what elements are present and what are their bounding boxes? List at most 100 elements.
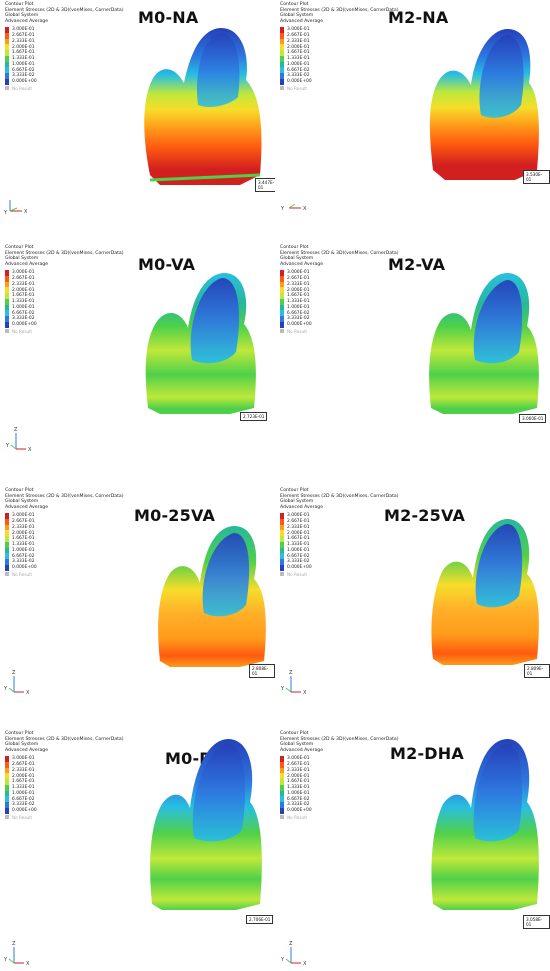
legend-row: 1.667E-01	[280, 293, 312, 299]
no-result-swatch	[5, 815, 9, 819]
legend-swatch	[280, 541, 284, 548]
legend-swatch	[280, 44, 284, 50]
legend-value: 2.667E-01	[287, 33, 310, 39]
legend-row: 2.333E-01	[5, 38, 37, 45]
svg-text:Y: Y	[3, 210, 8, 216]
legend-swatch	[5, 773, 9, 779]
svg-text:X: X	[303, 206, 307, 212]
legend-value: 2.333E-01	[287, 767, 310, 773]
legend-value: 1.333E-01	[287, 542, 310, 548]
legend-value: 2.000E-01	[287, 44, 310, 50]
legend-value: 3.000E-01	[12, 513, 35, 519]
legend-row: 1.000E-01	[5, 547, 37, 554]
legend-row: 3.333E-02	[5, 559, 37, 565]
legend-swatch	[280, 564, 284, 571]
legend-value: 1.000E-01	[287, 790, 310, 796]
legend-row: 2.000E-01	[5, 44, 37, 50]
legend-value: 2.000E-01	[12, 44, 35, 50]
legend-row: 2.000E-01	[280, 287, 312, 293]
no-result-swatch	[280, 815, 284, 819]
legend-value: 1.000E-01	[287, 304, 310, 310]
legend-swatch	[280, 524, 284, 531]
legend-swatch	[5, 50, 9, 56]
legend-value: 1.000E-01	[12, 304, 35, 310]
legend-value: 0.000E+00	[287, 565, 312, 571]
legend-row: 1.667E-01	[280, 779, 312, 785]
legend-row: 1.667E-01	[280, 50, 312, 56]
legend-row: 0.000E+00	[280, 807, 312, 814]
panel-m0-dha: Contour Plot Element Stresses (2D & 3D)(…	[0, 729, 275, 971]
legend-value: 3.000E-01	[287, 27, 310, 33]
no-result-swatch	[280, 572, 284, 576]
legend-swatch	[5, 807, 9, 814]
legend-value: 6.667E-02	[287, 553, 310, 559]
panel-title: M2-25VA	[384, 506, 466, 525]
stress-legend: 3.000E-01 2.667E-01 2.333E-01 2.000E-01 1.66…	[5, 513, 37, 577]
legend-swatch	[280, 530, 284, 536]
stress-legend: 3.000E-01 2.667E-01 2.333E-01 2.000E-01 1.66…	[5, 270, 37, 334]
stress-legend: 3.000E-01 2.667E-01 2.333E-01 2.000E-01 1.66…	[5, 27, 37, 91]
panel-m0-va: Contour Plot Element Stresses (2D & 3D)(…	[0, 243, 275, 485]
legend-row: 2.333E-01	[280, 281, 312, 288]
legend-value: 3.333E-02	[287, 559, 310, 565]
svg-text:Y: Y	[280, 957, 285, 963]
no-result-swatch	[5, 329, 9, 333]
panel-title: M2-DHA	[390, 744, 464, 763]
legend-row: 2.667E-01	[280, 518, 312, 525]
legend-swatch	[5, 541, 9, 548]
legend-row: 2.667E-01	[280, 275, 312, 282]
legend-swatch	[5, 78, 9, 85]
legend-swatch	[280, 270, 284, 276]
legend-swatch	[5, 27, 9, 33]
max-stress-label: 2.809E-01	[524, 664, 550, 678]
no-result-label: No Result	[287, 328, 307, 334]
legend-no-result: No Result	[280, 815, 312, 820]
max-stress-label: 3.058E-01	[523, 915, 550, 929]
legend-value: 3.333E-02	[12, 73, 35, 79]
legend-value: 2.333E-01	[12, 38, 35, 44]
legend-swatch	[5, 536, 9, 542]
legend-value: 2.667E-01	[12, 276, 35, 282]
legend-swatch	[5, 767, 9, 774]
legend-row: 3.000E-01	[280, 27, 312, 33]
legend-row: 1.333E-01	[5, 784, 37, 791]
legend-swatch	[280, 321, 284, 328]
legend-row: 2.667E-01	[5, 761, 37, 768]
legend-row: 2.667E-01	[5, 32, 37, 39]
legend-swatch	[280, 518, 284, 525]
tooth-model	[145, 273, 256, 414]
svg-text:Z: Z	[289, 941, 293, 947]
legend-value: 2.667E-01	[287, 276, 310, 282]
legend-swatch	[280, 773, 284, 779]
legend-no-result: No Result	[5, 86, 37, 91]
no-result-swatch	[5, 572, 9, 576]
legend-value: 6.667E-02	[12, 796, 35, 802]
legend-swatch	[5, 73, 9, 79]
legend-value: 1.667E-01	[12, 536, 35, 542]
legend-row: 6.667E-02	[280, 67, 312, 73]
svg-text:X: X	[28, 447, 32, 453]
legend-row: 2.000E-01	[280, 773, 312, 779]
legend-row: 2.000E-01	[5, 530, 37, 536]
svg-text:Z: Z	[289, 670, 293, 676]
legend-value: 2.000E-01	[12, 530, 35, 536]
max-stress-label: 3.447E-01	[255, 178, 275, 192]
legend-value: 2.667E-01	[12, 33, 35, 39]
legend-row: 1.333E-01	[280, 298, 312, 305]
axis-triad: Z X Y	[3, 941, 30, 967]
legend-swatch	[5, 564, 9, 571]
legend-row: 2.333E-01	[280, 767, 312, 774]
legend-swatch	[280, 559, 284, 565]
legend-row: 0.000E+00	[5, 321, 37, 328]
legend-value: 2.333E-01	[287, 524, 310, 530]
legend-swatch	[5, 530, 9, 536]
legend-value: 2.333E-01	[12, 524, 35, 530]
legend-row: 2.667E-01	[5, 518, 37, 525]
legend-value: 3.000E-01	[287, 513, 310, 519]
panel-m2-na: Contour Plot Element Stresses (2D & 3D)(…	[275, 0, 550, 242]
legend-value: 2.333E-01	[287, 281, 310, 287]
legend-row: 2.667E-01	[5, 275, 37, 282]
legend-swatch	[5, 275, 9, 282]
legend-swatch	[5, 316, 9, 322]
legend-swatch	[280, 310, 284, 316]
